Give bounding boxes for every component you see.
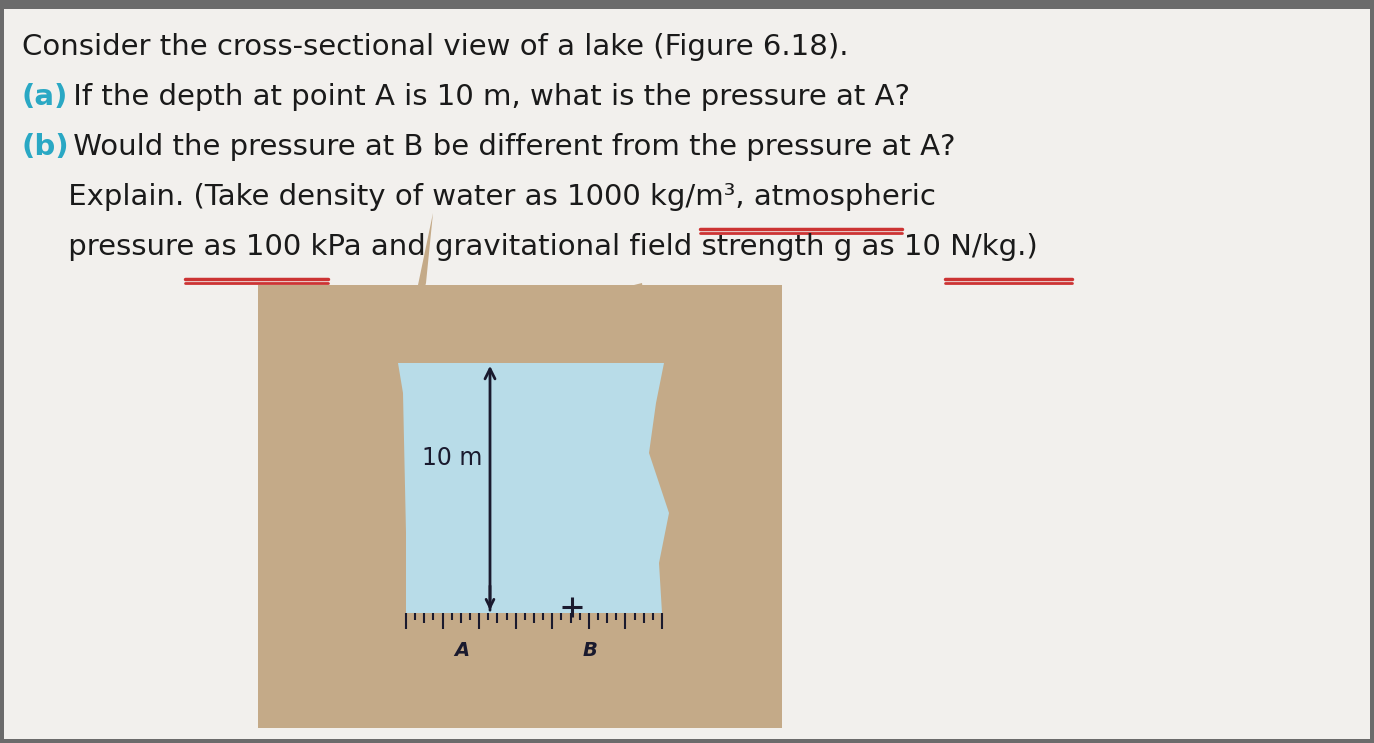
Text: Explain. (Take density of water as 1000 kg/m³, atmospheric: Explain. (Take density of water as 1000 … (22, 183, 936, 211)
Text: 10 m: 10 m (422, 446, 482, 470)
FancyBboxPatch shape (258, 285, 782, 728)
Text: (b): (b) (22, 133, 70, 161)
Text: pressure as 100 kPa and gravitational field strength g as 10 N/kg.): pressure as 100 kPa and gravitational fi… (22, 233, 1037, 261)
Text: A: A (455, 641, 470, 660)
Polygon shape (633, 283, 782, 363)
Text: B: B (583, 641, 598, 660)
Polygon shape (398, 363, 669, 613)
Polygon shape (633, 285, 782, 728)
Text: (a): (a) (22, 83, 69, 111)
Text: Would the pressure at B be different from the pressure at A?: Would the pressure at B be different fro… (65, 133, 955, 161)
Polygon shape (258, 213, 433, 363)
Polygon shape (258, 363, 426, 728)
FancyBboxPatch shape (4, 9, 1370, 739)
Text: If the depth at point A is 10 m, what is the pressure at A?: If the depth at point A is 10 m, what is… (65, 83, 910, 111)
Text: Consider the cross-sectional view of a lake (Figure 6.18).: Consider the cross-sectional view of a l… (22, 33, 849, 61)
